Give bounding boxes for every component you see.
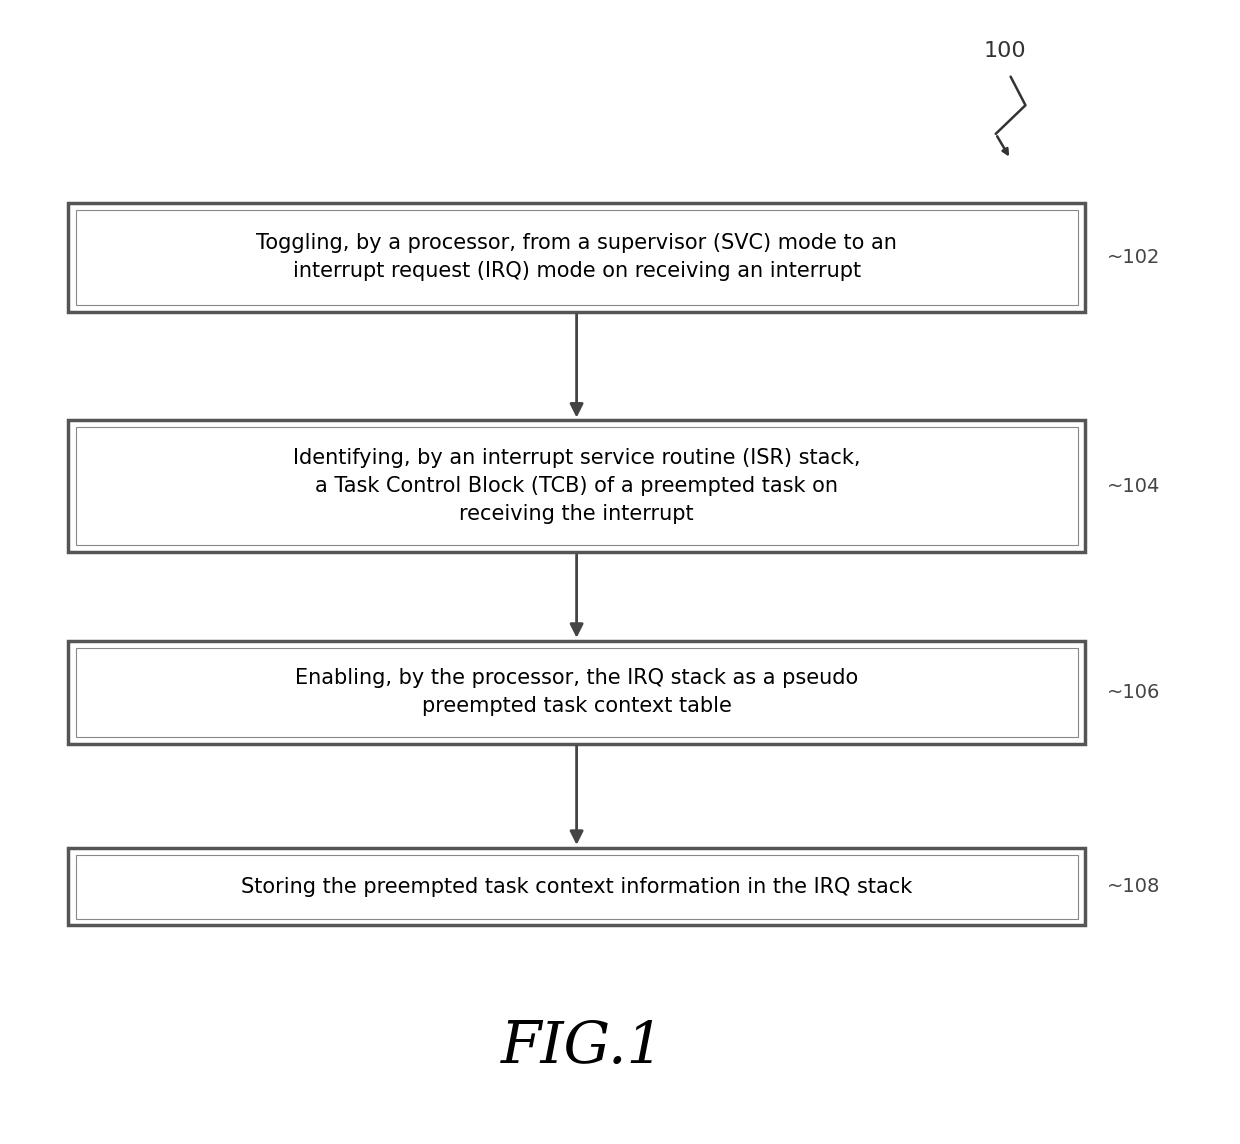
- Text: ~108: ~108: [1107, 877, 1161, 896]
- Text: ~102: ~102: [1107, 248, 1161, 267]
- Text: 100: 100: [983, 41, 1025, 62]
- Bar: [76, 855, 1078, 919]
- Text: Storing the preempted task context information in the IRQ stack: Storing the preempted task context infor…: [241, 876, 913, 897]
- Text: FIG.1: FIG.1: [501, 1018, 665, 1075]
- Bar: [76, 427, 1078, 546]
- Text: Enabling, by the processor, the IRQ stack as a pseudo
preempted task context tab: Enabling, by the processor, the IRQ stac…: [295, 668, 858, 716]
- Bar: [68, 421, 1085, 553]
- Text: ~104: ~104: [1107, 477, 1161, 495]
- Bar: [76, 210, 1078, 304]
- Text: Toggling, by a processor, from a supervisor (SVC) mode to an
interrupt request (: Toggling, by a processor, from a supervi…: [257, 233, 897, 281]
- Bar: [68, 641, 1085, 744]
- Bar: [76, 648, 1078, 737]
- Text: Identifying, by an interrupt service routine (ISR) stack,
a Task Control Block (: Identifying, by an interrupt service rou…: [293, 448, 861, 524]
- Bar: [68, 848, 1085, 925]
- Text: ~106: ~106: [1107, 683, 1161, 701]
- Bar: [68, 204, 1085, 311]
